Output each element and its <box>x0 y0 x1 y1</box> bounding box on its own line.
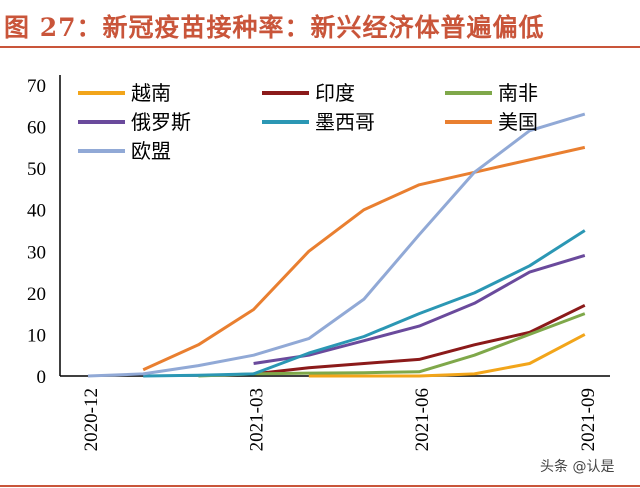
y-tick-label: 60 <box>27 118 46 139</box>
series-line-3 <box>253 253 586 365</box>
y-tick-label: 40 <box>27 201 46 222</box>
y-tick-label: 50 <box>27 159 46 180</box>
legend-label: 越南 <box>131 81 171 105</box>
chart-title: 图 27：新冠疫苗接种率：新兴经济体普遍偏低 <box>4 13 545 42</box>
x-tick-label: 2021-06 <box>412 388 433 451</box>
legend-label: 墨西哥 <box>315 110 375 134</box>
bottom-divider <box>0 485 640 487</box>
watermark: 头条 @认是 <box>540 459 615 475</box>
legend-label: 欧盟 <box>131 139 171 163</box>
legend-label: 俄罗斯 <box>131 110 191 134</box>
x-tick-label: 2021-09 <box>578 388 599 451</box>
y-tick-label: 70 <box>27 76 46 97</box>
series-line-4 <box>143 229 586 378</box>
series-line-1 <box>253 303 586 376</box>
legend-label: 美国 <box>498 110 538 134</box>
legend-label: 印度 <box>315 81 355 105</box>
y-tick-label: 0 <box>37 367 47 388</box>
y-tick-label: 20 <box>27 284 46 305</box>
series-line-2 <box>198 312 586 378</box>
x-tick-label: 2020-12 <box>81 388 102 451</box>
series-line-6 <box>87 112 586 378</box>
title-divider <box>0 46 640 48</box>
series-line-0 <box>308 333 586 378</box>
series-line-5 <box>142 145 586 372</box>
y-tick-label: 30 <box>27 242 46 263</box>
legend-label: 南非 <box>498 81 538 105</box>
x-tick-label: 2021-03 <box>247 388 268 451</box>
y-tick-label: 10 <box>27 325 46 346</box>
